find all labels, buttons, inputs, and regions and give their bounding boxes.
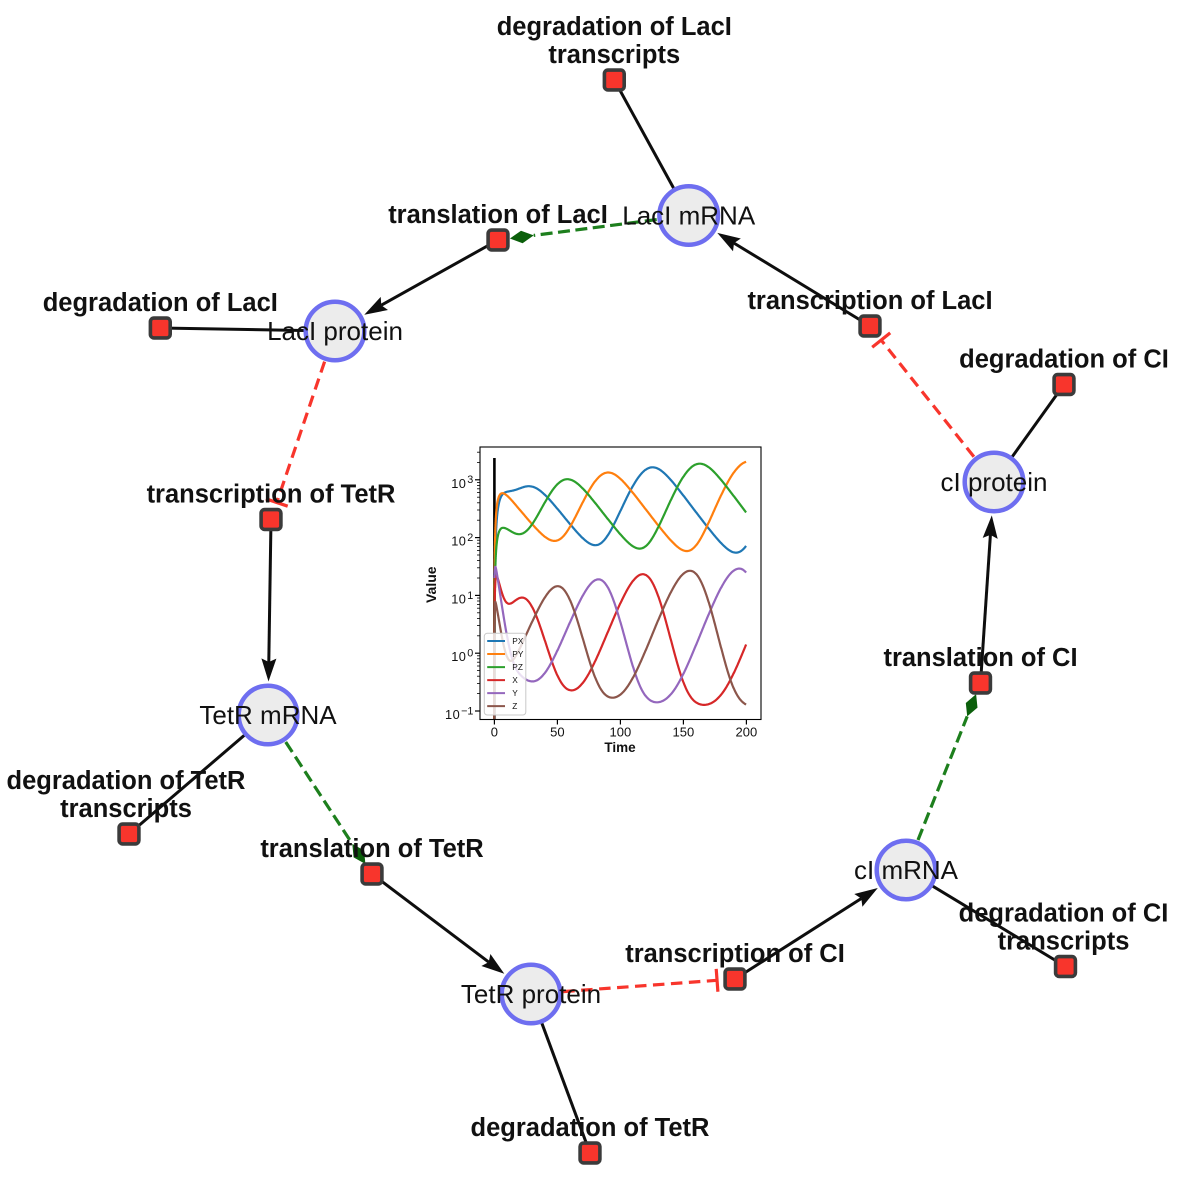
- svg-text:10: 10: [451, 476, 466, 491]
- svg-text:0: 0: [491, 725, 498, 740]
- svg-text:degradation of TetR: degradation of TetR: [7, 767, 246, 795]
- svg-text:degradation of LacI: degradation of LacI: [497, 13, 732, 41]
- svg-text:TetR protein: TetR protein: [461, 979, 601, 1009]
- svg-text:10: 10: [451, 649, 466, 664]
- svg-text:translation of LacI: translation of LacI: [388, 201, 608, 229]
- svg-text:200: 200: [736, 725, 758, 740]
- svg-text:LacI protein: LacI protein: [267, 316, 403, 346]
- svg-text:degradation of LacI: degradation of LacI: [43, 289, 278, 317]
- svg-text:transcripts: transcripts: [998, 928, 1130, 956]
- svg-text:2: 2: [467, 532, 473, 544]
- svg-text:transcription of CI: transcription of CI: [625, 940, 845, 968]
- svg-text:cI mRNA: cI mRNA: [854, 855, 959, 885]
- svg-text:50: 50: [550, 725, 564, 740]
- svg-text:transcription of LacI: transcription of LacI: [747, 287, 992, 315]
- svg-text:10: 10: [451, 534, 466, 549]
- svg-text:Time: Time: [604, 740, 636, 755]
- svg-text:transcription of TetR: transcription of TetR: [147, 481, 396, 509]
- svg-text:degradation of CI: degradation of CI: [959, 346, 1169, 374]
- svg-text:TetR mRNA: TetR mRNA: [199, 700, 337, 730]
- svg-text:10: 10: [445, 707, 460, 722]
- svg-text:Z: Z: [512, 701, 517, 711]
- svg-text:degradation of TetR: degradation of TetR: [471, 1114, 710, 1142]
- svg-text:150: 150: [673, 725, 695, 740]
- svg-text:10: 10: [451, 591, 466, 606]
- svg-text:−1: −1: [461, 705, 473, 717]
- svg-text:1: 1: [467, 590, 473, 602]
- svg-text:0: 0: [467, 648, 473, 660]
- svg-text:PY: PY: [512, 649, 524, 659]
- svg-text:Value: Value: [423, 566, 439, 603]
- svg-text:3: 3: [467, 474, 473, 486]
- svg-text:PX: PX: [512, 636, 524, 646]
- svg-text:PZ: PZ: [512, 662, 523, 672]
- svg-text:transcripts: transcripts: [60, 795, 192, 823]
- svg-text:Y: Y: [512, 688, 518, 698]
- svg-text:100: 100: [610, 725, 632, 740]
- svg-text:translation of TetR: translation of TetR: [260, 835, 483, 863]
- svg-text:transcripts: transcripts: [548, 41, 680, 69]
- svg-text:cI protein: cI protein: [941, 467, 1048, 497]
- svg-text:X: X: [512, 675, 518, 685]
- svg-text:translation of CI: translation of CI: [883, 644, 1077, 672]
- svg-text:degradation of CI: degradation of CI: [959, 900, 1169, 928]
- svg-text:LacI mRNA: LacI mRNA: [622, 201, 756, 231]
